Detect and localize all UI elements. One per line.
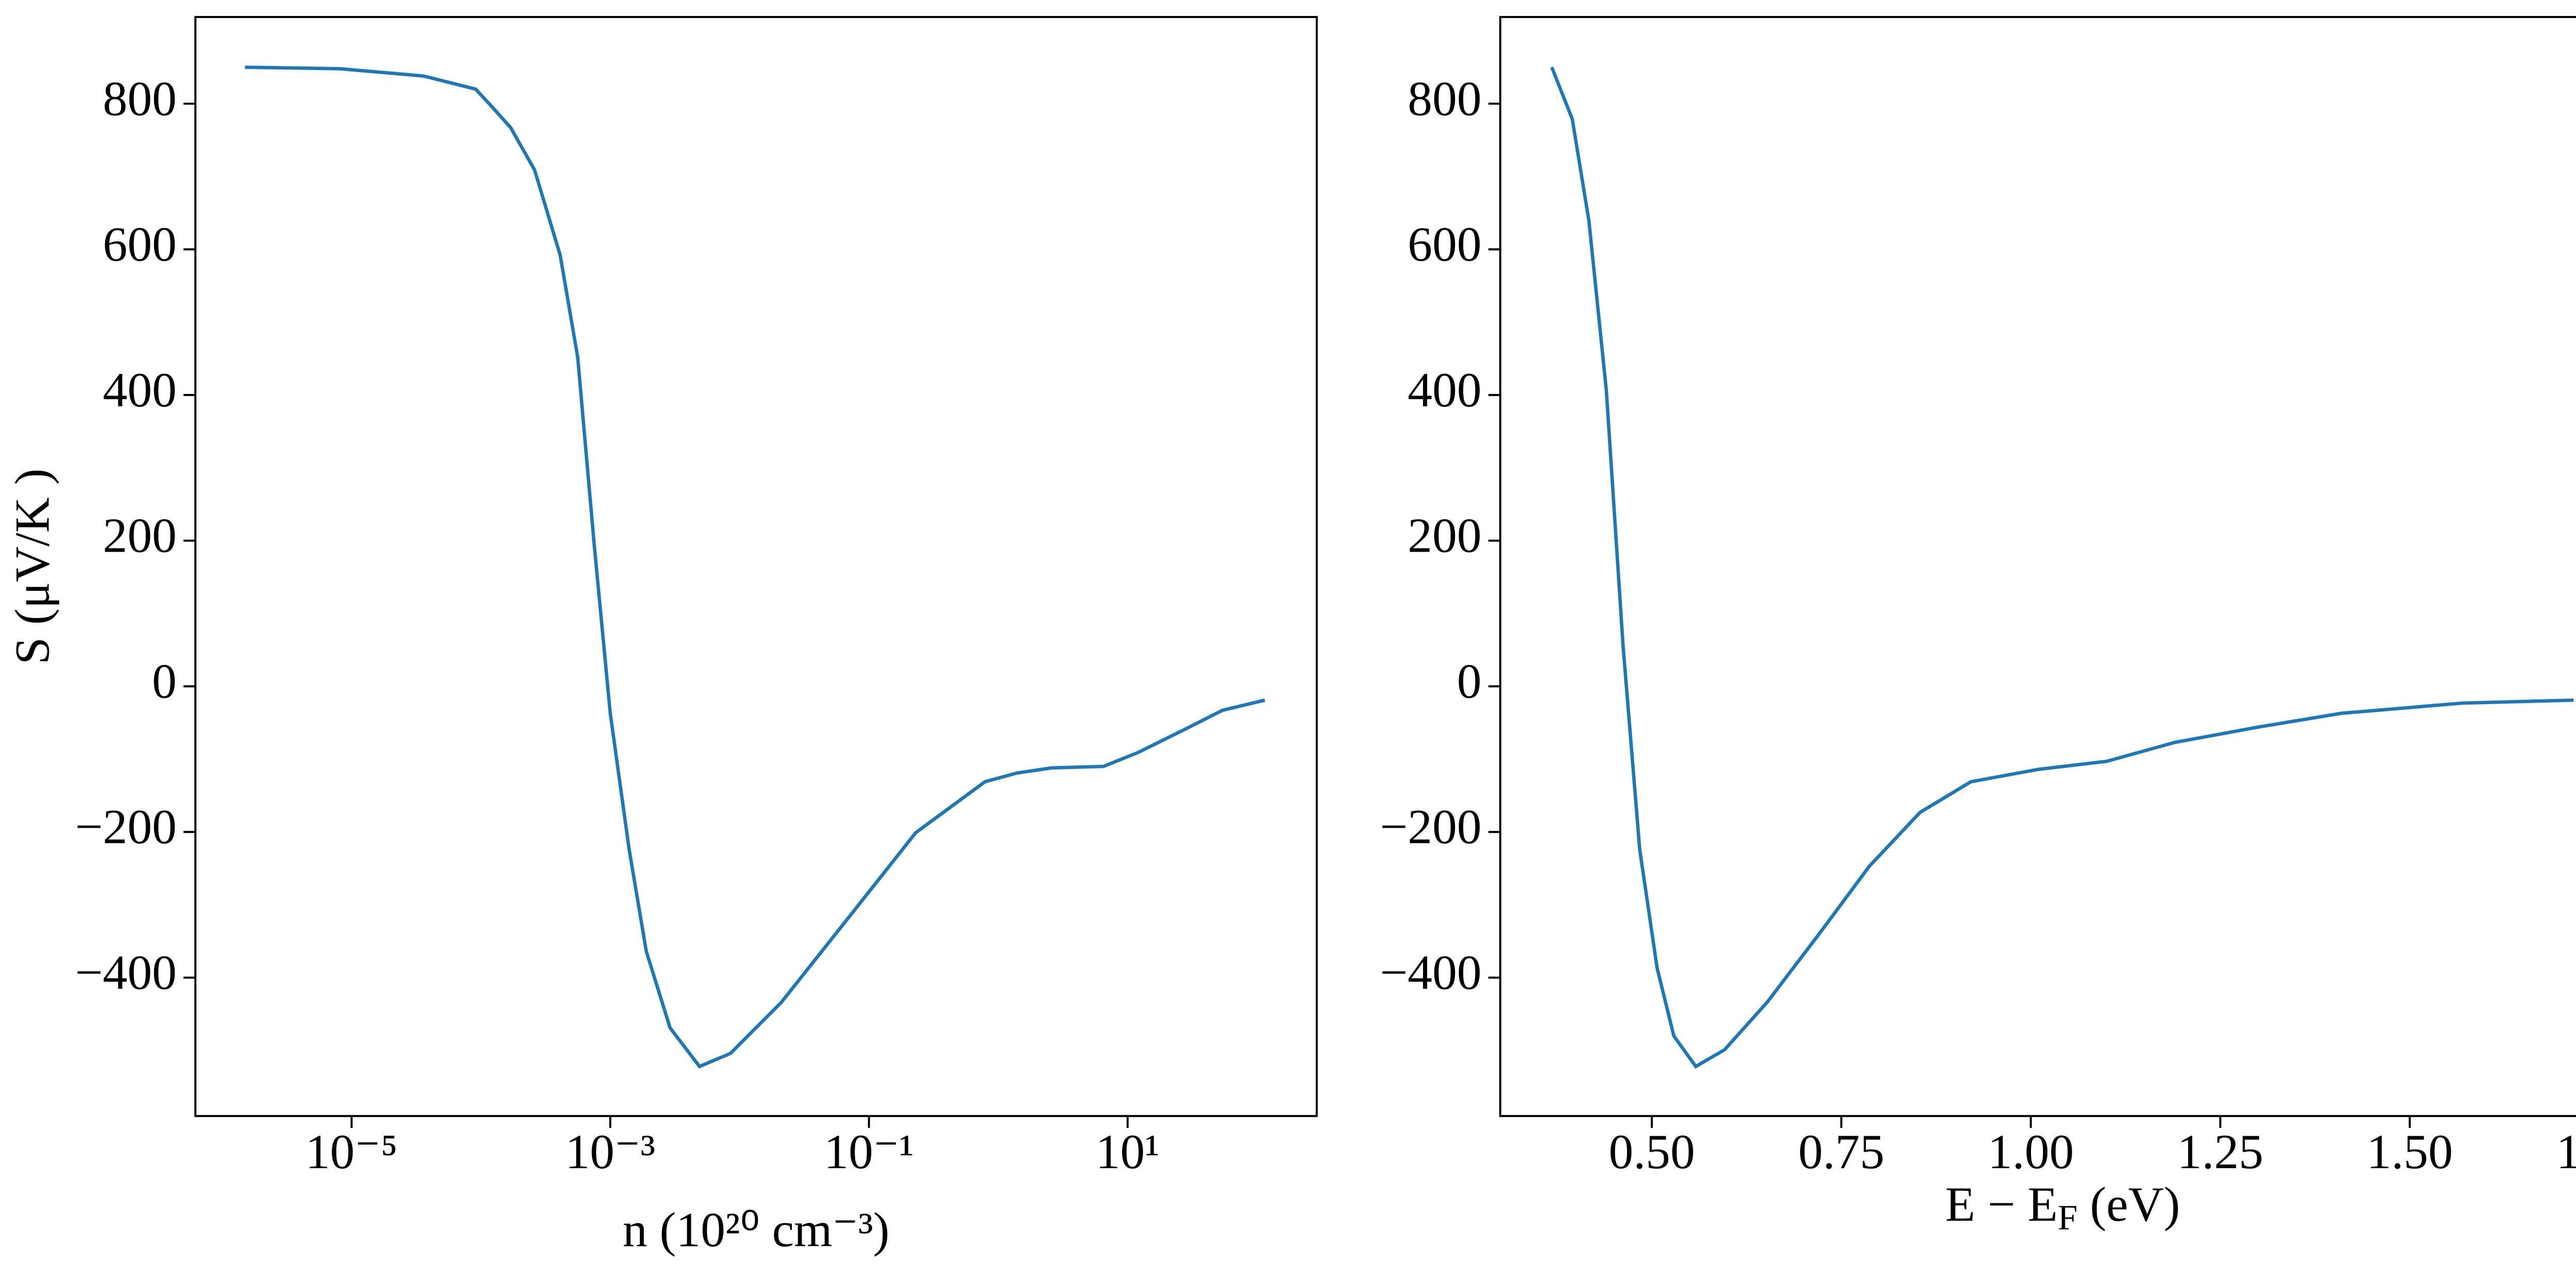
- x-axis-label: n (10²⁰ cm⁻³): [623, 1203, 890, 1257]
- y-tick-label: −400: [75, 945, 177, 1000]
- y-tick-label: −200: [75, 799, 177, 854]
- y-tick-label: 0: [152, 654, 177, 708]
- y-tick-label: 400: [1408, 363, 1481, 417]
- y-tick-label: −200: [1380, 799, 1481, 854]
- x-axis-label-sub: F: [2058, 1198, 2078, 1237]
- subplot: −400 −200 0 200 400 600 800 0.50 0.75 1.00 1.25 1.5…: [1380, 16, 2576, 1237]
- y-tick-label: 800: [103, 71, 177, 126]
- x-tick-label: 10⁻⁵: [306, 1124, 398, 1179]
- y-tick-label: 200: [103, 508, 177, 563]
- x-axis-label: E − EF (eV): [1945, 1177, 2180, 1237]
- subplot: −400 −200 0 200 400 600 800 10⁻⁵ 10⁻³ 10⁻¹ 10¹ n (1…: [5, 16, 1318, 1257]
- x-tick-label: 10¹: [1096, 1124, 1160, 1179]
- x-tick-label: 0.75: [1798, 1124, 1884, 1179]
- y-tick-label: 600: [1408, 217, 1481, 271]
- y-tick-label: 800: [1408, 71, 1481, 126]
- y-axis-label: S (μV/K ): [5, 469, 60, 665]
- y-tick-label: 200: [1408, 508, 1481, 563]
- x-tick-label: 0.50: [1609, 1124, 1695, 1179]
- line-series: [1550, 66, 2574, 1069]
- plot-frame: [194, 16, 1318, 1117]
- y-tick-label: 400: [103, 363, 177, 417]
- x-tick-label: 1.50: [2367, 1124, 2453, 1179]
- x-tick-label: 1.25: [2177, 1124, 2263, 1179]
- x-axis-label-text: E − E: [1945, 1177, 2058, 1232]
- line-series: [245, 65, 1265, 1069]
- y-tick-label: 600: [103, 217, 177, 271]
- y-tick-label: −400: [1380, 945, 1481, 1000]
- plot-frame: [1499, 16, 2576, 1117]
- x-tick-label: 10⁻¹: [824, 1124, 914, 1179]
- x-axis-label-unit: (eV): [2078, 1177, 2180, 1232]
- y-tick-label: 0: [1457, 654, 1482, 708]
- x-tick-label: 1.00: [1988, 1124, 2074, 1179]
- x-tick-label: 10⁻³: [565, 1124, 655, 1179]
- x-tick-label: 1.75: [2556, 1124, 2576, 1179]
